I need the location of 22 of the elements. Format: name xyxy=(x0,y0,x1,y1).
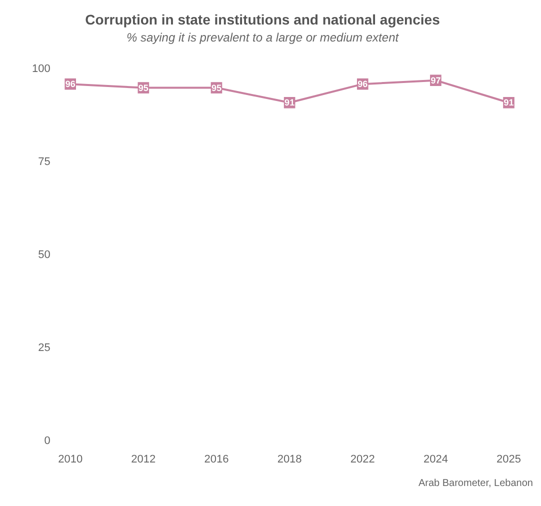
x-tick-label: 2024 xyxy=(423,453,448,466)
x-tick-label: 2025 xyxy=(496,453,522,466)
chart-subtitle: % saying it is prevalent to a large or medium extent xyxy=(126,30,400,44)
y-tick-label: 75 xyxy=(38,156,50,168)
chart-title: Corruption in state institutions and national agencies xyxy=(85,11,440,28)
y-tick-label: 25 xyxy=(38,342,50,354)
x-tick-label: 2022 xyxy=(350,453,375,466)
y-tick-label: 0 xyxy=(44,434,50,447)
data-label: 91 xyxy=(284,98,295,108)
x-tick-label: 2016 xyxy=(204,453,229,466)
data-label: 96 xyxy=(65,79,76,90)
data-label: 97 xyxy=(430,75,441,86)
y-tick-label: 100 xyxy=(32,63,50,76)
data-label: 95 xyxy=(211,82,222,93)
x-tick-label: 2012 xyxy=(131,453,156,466)
x-tick-label: 2010 xyxy=(58,453,83,466)
data-label: 91 xyxy=(504,98,514,108)
x-tick-label: 2018 xyxy=(277,453,302,466)
data-label: 95 xyxy=(138,82,148,93)
y-tick-label: 50 xyxy=(38,249,50,262)
data-label: 96 xyxy=(358,79,368,90)
text: Arab Barometer, Lebanon xyxy=(417,478,533,489)
